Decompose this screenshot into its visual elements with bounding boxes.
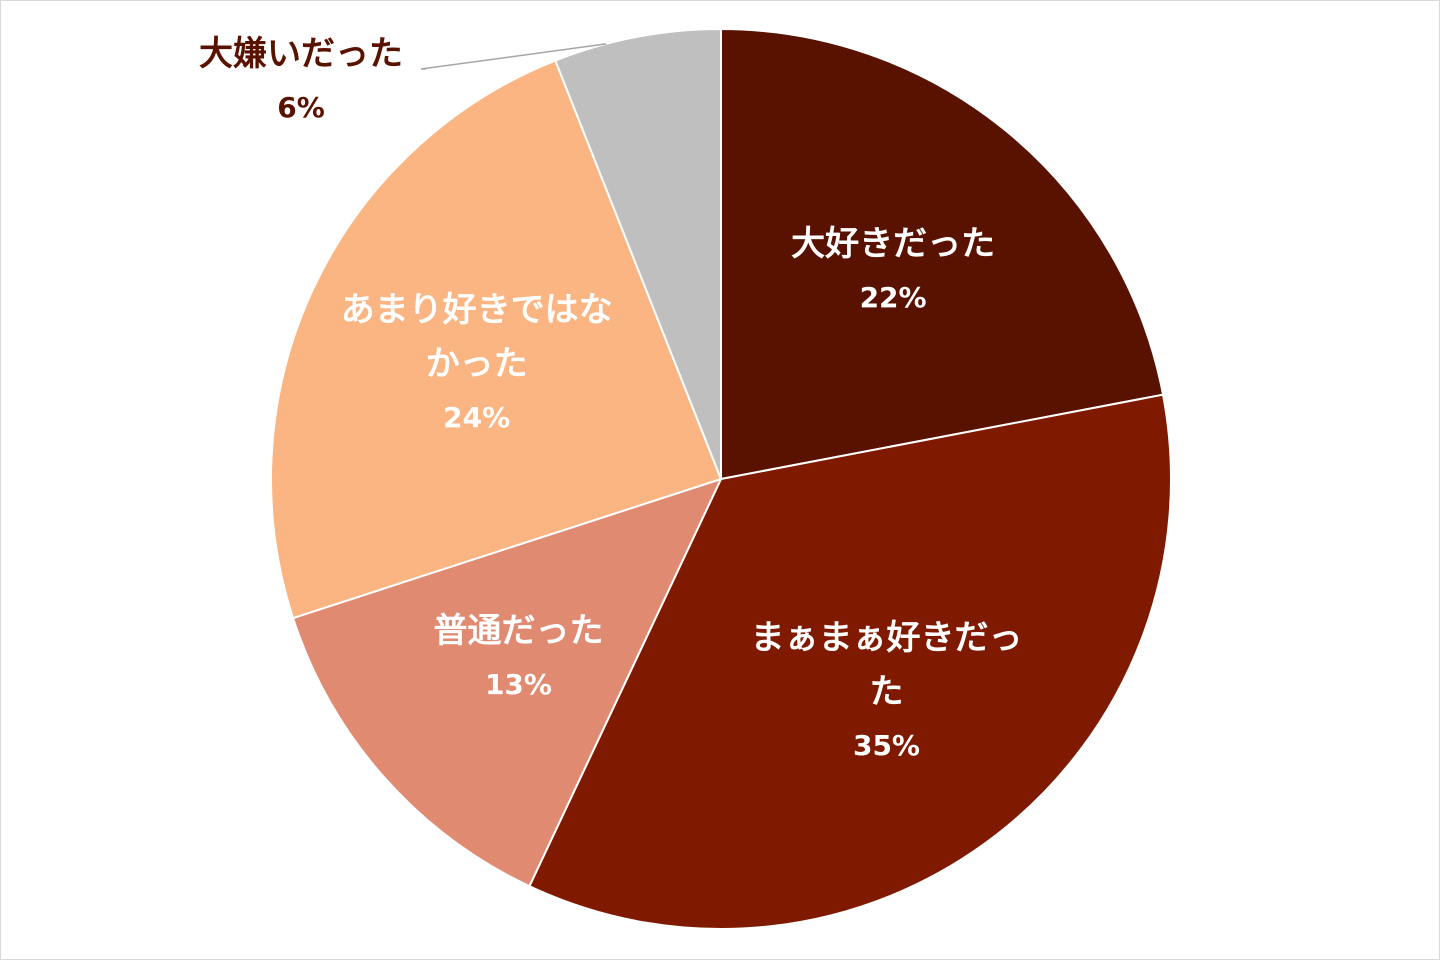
pie-slice [528,393,1172,930]
slice-label: あまり好きではなかった 24% [332,283,622,445]
pie-slice [270,59,723,620]
percent-label: 24% [443,401,511,435]
percent-label: 6% [277,91,325,124]
category-name: あまり好きではなかった [340,290,613,385]
percent-label: 35% [852,729,920,763]
percent-label: 13% [484,667,552,701]
slice-label: 普通だった 13% [433,604,603,712]
leader-line [420,43,607,70]
percent-label: 22% [859,280,927,314]
slice-label: まぁまぁ好きだった 35% [741,611,1031,773]
category-name: 大嫌いだった [199,34,403,74]
pie-slice [720,27,1165,481]
pie-slice [554,27,722,480]
category-name: まぁまぁ好きだった [750,618,1023,713]
category-name: 普通だった [433,610,604,651]
pie-slice [291,477,723,888]
slice-label: 大嫌いだった 6% [199,27,403,135]
category-name: 大好きだった [791,223,996,264]
slice-label: 大好きだった 22% [791,217,995,325]
